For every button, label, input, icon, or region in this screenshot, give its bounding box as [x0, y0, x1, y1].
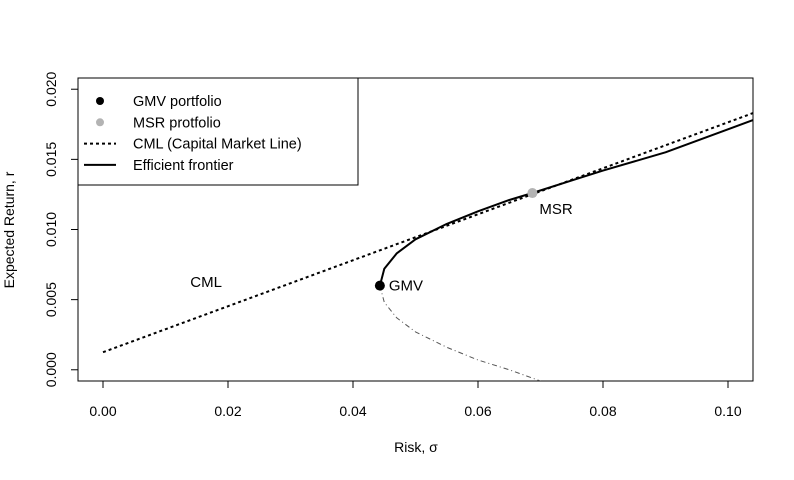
- msr-label: MSR: [539, 201, 573, 218]
- annotation-layer: CML: [190, 274, 222, 291]
- x-tick-label: 0.08: [589, 403, 616, 419]
- x-axis: 0.00 0.02 0.04 0.06 0.08 0.10: [89, 380, 742, 419]
- legend: GMV portfolio MSR protfolio CML (Capital M…: [77, 77, 359, 186]
- gmv-label: GMV: [389, 278, 423, 295]
- y-axis-title: Expected Return, r: [1, 171, 17, 288]
- legend-label-gmv-portfolio: GMV portfolio: [133, 94, 222, 110]
- series-inefficient-branch: [379, 285, 541, 381]
- cml-annotation: CML: [190, 274, 222, 291]
- legend-label-efficient-frontier: Efficient frontier: [133, 158, 234, 174]
- y-tick-label: 0.015: [43, 142, 59, 177]
- legend-symbol-gmv-portfolio: [96, 97, 104, 105]
- series-layer: [102, 112, 753, 381]
- legend-label-msr-protfolio: MSR protfolio: [133, 115, 221, 131]
- x-axis-title: Risk, σ: [394, 439, 438, 455]
- legend-box: [77, 77, 359, 186]
- x-tick-label: 0.00: [89, 403, 116, 419]
- x-tick-label: 0.04: [339, 403, 366, 419]
- y-tick-label: 0.020: [43, 71, 59, 106]
- msr-point: [527, 188, 538, 199]
- y-tick-label: 0.005: [43, 282, 59, 317]
- y-tick-label: 0.010: [43, 212, 59, 247]
- points-layer: GMV MSR: [374, 188, 573, 295]
- legend-label-cml-capital-market-line: CML (Capital Market Line): [133, 137, 302, 153]
- x-tick-label: 0.10: [714, 403, 741, 419]
- series-efficient-frontier: [378, 119, 753, 286]
- y-axis: 0.000 0.005 0.010 0.015 0.020: [43, 71, 79, 387]
- x-tick-label: 0.02: [214, 403, 241, 419]
- x-tick-label: 0.06: [464, 403, 491, 419]
- legend-symbol-msr-protfolio: [96, 118, 104, 127]
- y-tick-label: 0.000: [43, 352, 59, 387]
- gmv-point: [374, 280, 385, 291]
- series-cml-capital-market-line: [102, 112, 753, 354]
